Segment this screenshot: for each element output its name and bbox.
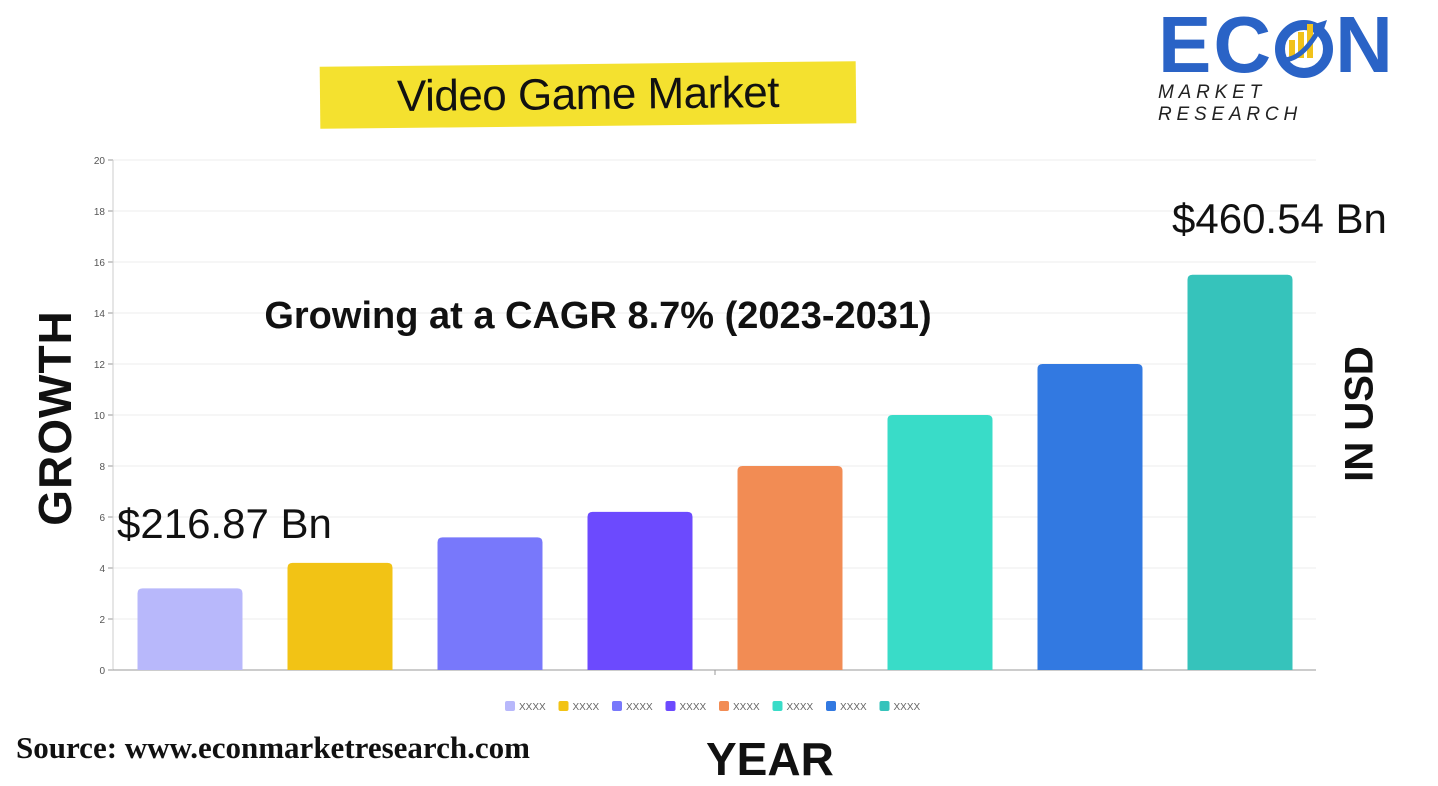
bars [137,274,1293,670]
y-tick-label: 12 [94,360,106,371]
source-text: Source: www.econmarketresearch.com [16,730,530,765]
logo: EC N MARKET RESEARCH [1150,0,1420,125]
logo-letter-n: N [1335,0,1395,89]
bar-3[interactable] [437,537,543,670]
legend-swatch[interactable] [505,701,515,711]
legend-label[interactable]: XXXX [680,702,707,713]
y-tick-label: 4 [99,564,105,575]
start-value-label: $216.87 Bn [117,500,332,547]
y-axis-ticks: 0 2 4 6 8 10 12 14 16 18 20 [94,156,113,677]
bar-8[interactable] [1187,274,1293,670]
legend-swatch[interactable] [879,701,890,711]
logo-letters-ec: EC [1158,0,1274,89]
legend-label[interactable]: XXXX [733,702,760,713]
legend-swatch[interactable] [719,701,729,711]
end-value-label: $460.54 Bn [1172,195,1387,242]
bar-1[interactable] [137,588,243,670]
legend-label[interactable]: XXXX [787,702,814,713]
legend-swatch[interactable] [612,701,622,711]
y-tick-label: 10 [94,411,106,422]
bar-5[interactable] [737,466,843,670]
bar-7[interactable] [1037,364,1143,670]
legend-label[interactable]: XXXX [626,702,653,713]
logo-o-mark [1273,6,1335,78]
y-tick-label: 14 [94,309,106,320]
legend-label[interactable]: XXXX [840,702,867,713]
bar-4[interactable] [587,511,693,670]
y-tick-label: 20 [94,156,106,167]
y-tick-label: 16 [94,258,106,269]
legend-swatch[interactable] [558,701,569,711]
legend-label[interactable]: XXXX [894,702,921,713]
y-tick-label: 2 [99,615,105,626]
legend[interactable]: XXXX XXXX XXXX XXXX XXXX XXXX XXXX XXXX [505,701,921,713]
logo-wordmark: EC N [1158,0,1395,90]
legend-label[interactable]: XXXX [573,702,600,713]
y-tick-label: 6 [99,513,105,524]
logo-subtitle: MARKET RESEARCH [1158,82,1302,125]
y-tick-label: 0 [99,666,105,677]
x-axis-title: YEAR [706,733,834,785]
y-axis-title: GROWTH [29,310,81,526]
bar-6[interactable] [887,415,993,670]
y2-axis-title: IN USD [1337,346,1382,482]
legend-swatch[interactable] [665,701,676,711]
y-tick-label: 8 [99,462,105,473]
legend-swatch[interactable] [772,701,783,711]
cagr-annotation: Growing at a CAGR 8.7% (2023-2031) [264,295,931,337]
legend-swatch[interactable] [826,701,836,711]
y-tick-label: 18 [94,207,106,218]
legend-label[interactable]: XXXX [519,702,546,713]
bar-2[interactable] [287,562,393,670]
